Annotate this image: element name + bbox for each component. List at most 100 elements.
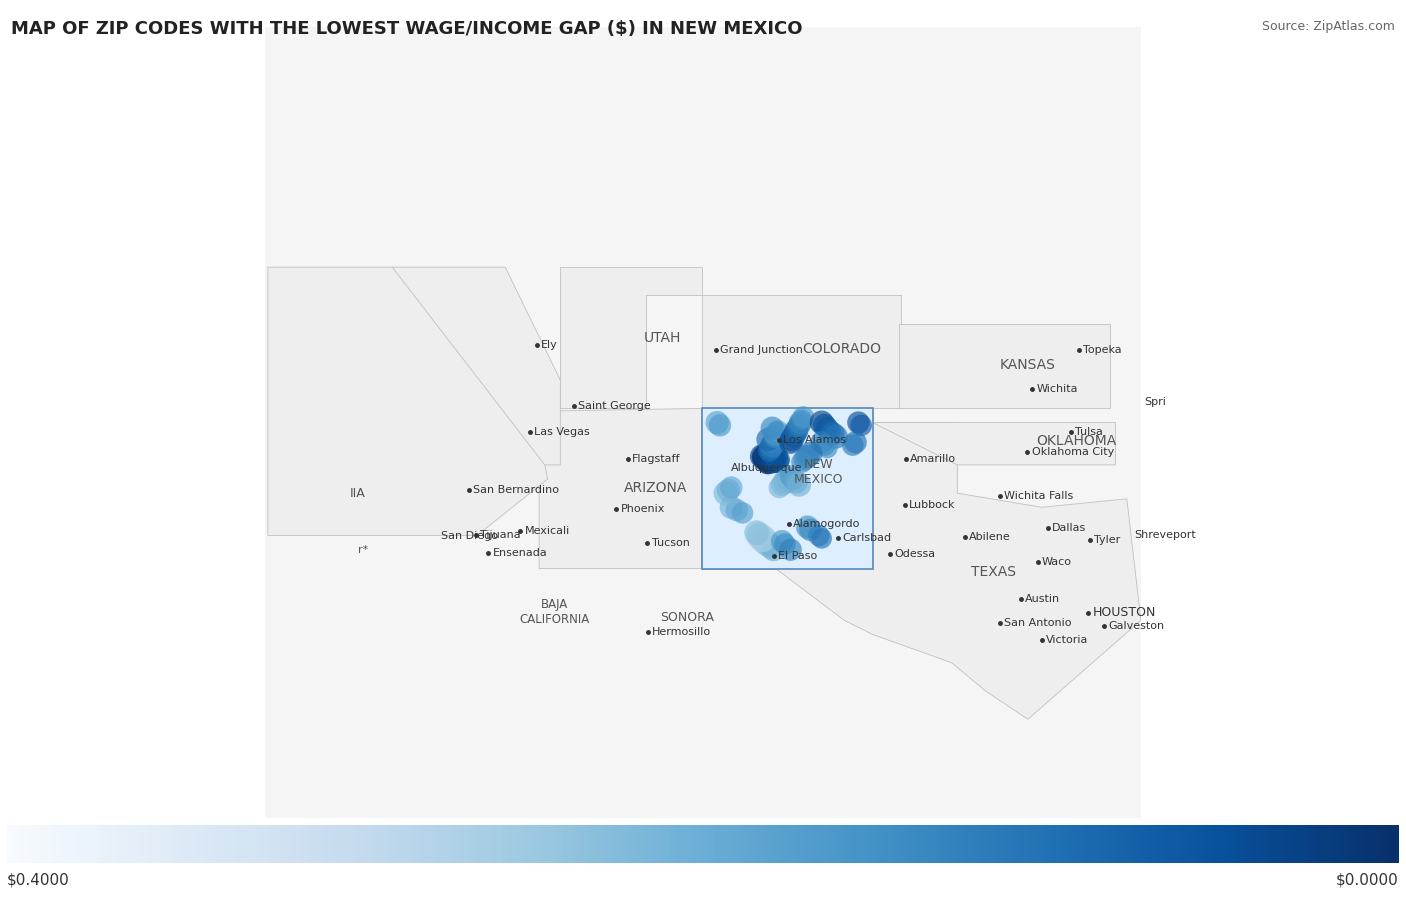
Point [748, 529, 770, 543]
Text: Victoria: Victoria [1046, 635, 1088, 645]
Point [751, 450, 773, 464]
Point [796, 450, 818, 464]
Point [754, 534, 776, 548]
Point [799, 447, 821, 461]
Text: San Bernardino: San Bernardino [472, 485, 560, 495]
Point [796, 520, 818, 534]
Point [766, 423, 789, 438]
Text: Carlsbad: Carlsbad [842, 533, 891, 543]
Point [810, 415, 832, 430]
Point [761, 438, 783, 452]
Point [763, 450, 786, 464]
Point [745, 526, 768, 540]
Point [759, 451, 782, 466]
Point [755, 448, 778, 462]
Point [818, 423, 841, 438]
Point [848, 415, 870, 430]
Point [773, 475, 796, 489]
Point [759, 539, 782, 554]
Text: Wichita: Wichita [1036, 384, 1078, 394]
Text: r*: r* [359, 545, 368, 555]
Point [766, 454, 789, 468]
Point [770, 477, 793, 492]
Text: Amarillo: Amarillo [910, 454, 956, 464]
Text: San Antonio: San Antonio [1004, 618, 1071, 628]
Text: OKLAHOMA: OKLAHOMA [1036, 434, 1116, 448]
Point [756, 537, 779, 551]
Point [762, 435, 785, 450]
Point [799, 522, 821, 537]
Point [793, 452, 815, 467]
Polygon shape [538, 408, 702, 568]
Text: Odessa: Odessa [894, 549, 935, 559]
Point [780, 432, 803, 447]
Point [779, 542, 801, 556]
Point [790, 413, 813, 427]
Text: Dallas: Dallas [1052, 522, 1087, 532]
Point [717, 483, 740, 497]
Point [782, 430, 804, 444]
Point [759, 441, 782, 455]
Point [790, 455, 813, 469]
Point [756, 454, 779, 468]
Point [765, 449, 787, 463]
Point [756, 457, 779, 471]
Point [756, 432, 779, 447]
Point [762, 542, 785, 556]
Text: Flagstaff: Flagstaff [633, 454, 681, 464]
Text: San Diego: San Diego [441, 531, 498, 541]
Text: Wichita Falls: Wichita Falls [1004, 491, 1073, 501]
Text: Mexicali: Mexicali [524, 526, 569, 536]
Point [751, 531, 773, 546]
Point [763, 430, 786, 444]
Text: Waco: Waco [1042, 557, 1071, 567]
Point [758, 456, 780, 470]
Point [810, 435, 832, 450]
Point [782, 472, 804, 486]
Text: Tijuana: Tijuana [481, 530, 522, 540]
Point [815, 441, 838, 455]
Point [714, 486, 737, 501]
Text: Tyler: Tyler [1094, 535, 1121, 545]
Point [709, 418, 731, 432]
Point [815, 421, 838, 435]
Point [768, 480, 790, 494]
Polygon shape [900, 324, 1109, 408]
Point [765, 427, 787, 441]
Point [792, 410, 814, 424]
Point [765, 456, 787, 470]
Point [851, 418, 873, 432]
Point [752, 450, 775, 464]
Point [754, 452, 776, 467]
Text: Hermosillo: Hermosillo [652, 628, 711, 637]
Point [813, 438, 835, 452]
Text: Lubbock: Lubbock [908, 500, 956, 510]
Text: Topeka: Topeka [1083, 345, 1122, 355]
Text: $0.4000: $0.4000 [7, 872, 70, 887]
Polygon shape [392, 267, 561, 465]
Point [758, 455, 780, 469]
Text: HOUSTON: HOUSTON [1092, 607, 1156, 619]
Point [810, 531, 832, 546]
Text: TEXAS: TEXAS [972, 565, 1017, 579]
Point [759, 454, 782, 468]
Polygon shape [1028, 677, 1140, 818]
Point [731, 506, 754, 521]
Text: Los Alamos: Los Alamos [783, 435, 846, 445]
Point [785, 475, 807, 489]
Text: Ensenada: Ensenada [492, 548, 547, 558]
Polygon shape [561, 267, 702, 408]
Point [768, 452, 790, 467]
Point [761, 453, 783, 467]
Point [725, 503, 748, 517]
Text: Shreveport: Shreveport [1133, 530, 1195, 540]
Text: Tulsa: Tulsa [1074, 427, 1102, 438]
Point [821, 427, 844, 441]
Point [762, 457, 785, 471]
Text: Alamogordo: Alamogordo [793, 520, 860, 530]
Text: Las Vegas: Las Vegas [534, 427, 589, 437]
Point [761, 421, 783, 435]
Point [720, 480, 742, 494]
Polygon shape [769, 423, 1140, 719]
Point [706, 415, 728, 430]
